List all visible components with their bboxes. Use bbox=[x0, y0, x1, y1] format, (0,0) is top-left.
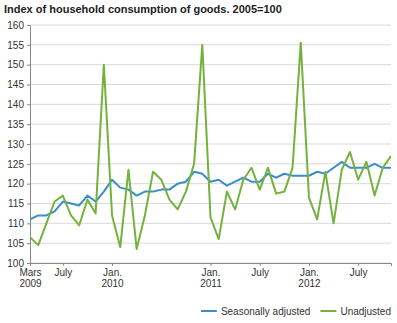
grid-line bbox=[30, 124, 391, 125]
y-tick-label: 135 bbox=[7, 119, 24, 130]
x-tick-mark bbox=[30, 263, 31, 266]
y-tick-label: 120 bbox=[7, 178, 24, 189]
grid-line bbox=[30, 243, 391, 244]
legend-swatch bbox=[320, 310, 336, 312]
grid-line bbox=[30, 44, 391, 45]
x-tick: Jan.2010 bbox=[101, 263, 124, 289]
y-tick: 125 bbox=[7, 159, 30, 170]
y-axis-line bbox=[27, 26, 31, 264]
y-tick-mark bbox=[27, 124, 30, 125]
y-tick-label: 155 bbox=[7, 40, 24, 51]
x-tick-label: Jan.2010 bbox=[101, 267, 124, 289]
x-tick-mark bbox=[309, 263, 310, 266]
y-tick-label: 130 bbox=[7, 139, 24, 150]
plot: 100105110115120125130135140145150155160M… bbox=[7, 20, 391, 289]
grid-line bbox=[30, 144, 391, 145]
x-tick: July bbox=[251, 263, 269, 278]
legend-swatch bbox=[201, 310, 217, 312]
grid bbox=[30, 25, 391, 263]
x-tick-label: July bbox=[54, 267, 72, 278]
x-tick: July bbox=[54, 263, 72, 278]
y-tick-mark bbox=[27, 204, 30, 205]
x-tick-label: July bbox=[350, 267, 368, 278]
series-group bbox=[30, 43, 391, 249]
y-tick-mark bbox=[27, 25, 30, 26]
legend: Unadjusted Seasonally adjusted bbox=[201, 306, 391, 317]
y-tick-mark bbox=[27, 45, 30, 46]
y-tick-label: 125 bbox=[7, 159, 24, 170]
y-tick: 110 bbox=[8, 218, 30, 229]
y-tick-mark bbox=[27, 65, 30, 66]
y-tick-mark bbox=[27, 184, 30, 185]
x-tick-mark bbox=[358, 263, 359, 266]
x-tick: Jan.2011 bbox=[200, 263, 222, 289]
grid-line bbox=[30, 104, 391, 105]
y-tick: 135 bbox=[7, 119, 30, 130]
y-axis: 100105110115120125130135140145150155160 bbox=[7, 20, 30, 269]
x-tick-mark bbox=[63, 263, 64, 266]
y-tick: 155 bbox=[7, 40, 30, 51]
y-tick-mark bbox=[27, 263, 30, 264]
y-tick-mark bbox=[27, 164, 30, 165]
y-tick-label: 140 bbox=[7, 99, 24, 110]
y-tick-mark bbox=[27, 243, 30, 244]
x-axis-line bbox=[31, 264, 392, 267]
x-tick-mark bbox=[211, 263, 212, 266]
x-tick: July bbox=[350, 263, 368, 278]
title: Index of household consumption of goods.… bbox=[4, 3, 282, 15]
grid-line bbox=[30, 25, 391, 26]
y-tick: 120 bbox=[7, 178, 30, 189]
x-tick-mark bbox=[112, 263, 113, 266]
grid-line bbox=[30, 84, 391, 85]
y-tick-mark bbox=[27, 85, 30, 86]
series-line bbox=[30, 43, 391, 249]
y-tick-label: 115 bbox=[8, 198, 24, 209]
y-tick-mark bbox=[27, 104, 30, 105]
x-tick: Jan.2012 bbox=[298, 263, 321, 289]
legend-label: Seasonally adjusted bbox=[221, 306, 311, 317]
y-tick: 140 bbox=[7, 99, 30, 110]
chart: Index of household consumption of goods.… bbox=[0, 0, 397, 323]
grid-line bbox=[30, 183, 391, 184]
grid-line bbox=[30, 163, 391, 164]
grid-line bbox=[30, 223, 391, 224]
x-tick-label: Jan.2011 bbox=[200, 267, 222, 289]
y-tick: 105 bbox=[7, 238, 30, 249]
y-tick: 150 bbox=[7, 59, 30, 70]
y-tick-label: 150 bbox=[7, 59, 24, 70]
y-tick: 130 bbox=[7, 139, 30, 150]
y-tick: 160 bbox=[7, 20, 30, 31]
y-tick-mark bbox=[27, 223, 30, 224]
y-tick-label: 160 bbox=[7, 20, 24, 31]
x-tick-mark bbox=[260, 263, 261, 266]
y-tick-label: 110 bbox=[8, 218, 24, 229]
x-axis: Mars2009 July Jan.2010 Jan.2011 July Jan.2012… bbox=[19, 263, 391, 289]
x-tick-label: July bbox=[251, 267, 269, 278]
legend-label: Unadjusted bbox=[340, 306, 391, 317]
y-tick-label: 145 bbox=[7, 79, 24, 90]
y-tick: 145 bbox=[7, 79, 30, 90]
y-tick: 115 bbox=[8, 198, 30, 209]
x-tick: Mars2009 bbox=[19, 263, 42, 289]
grid-line bbox=[30, 64, 391, 65]
x-tick-label: Mars2009 bbox=[19, 267, 42, 289]
y-tick-mark bbox=[27, 144, 30, 145]
x-tick-label: Jan.2012 bbox=[298, 267, 321, 289]
y-tick-label: 105 bbox=[7, 238, 24, 249]
